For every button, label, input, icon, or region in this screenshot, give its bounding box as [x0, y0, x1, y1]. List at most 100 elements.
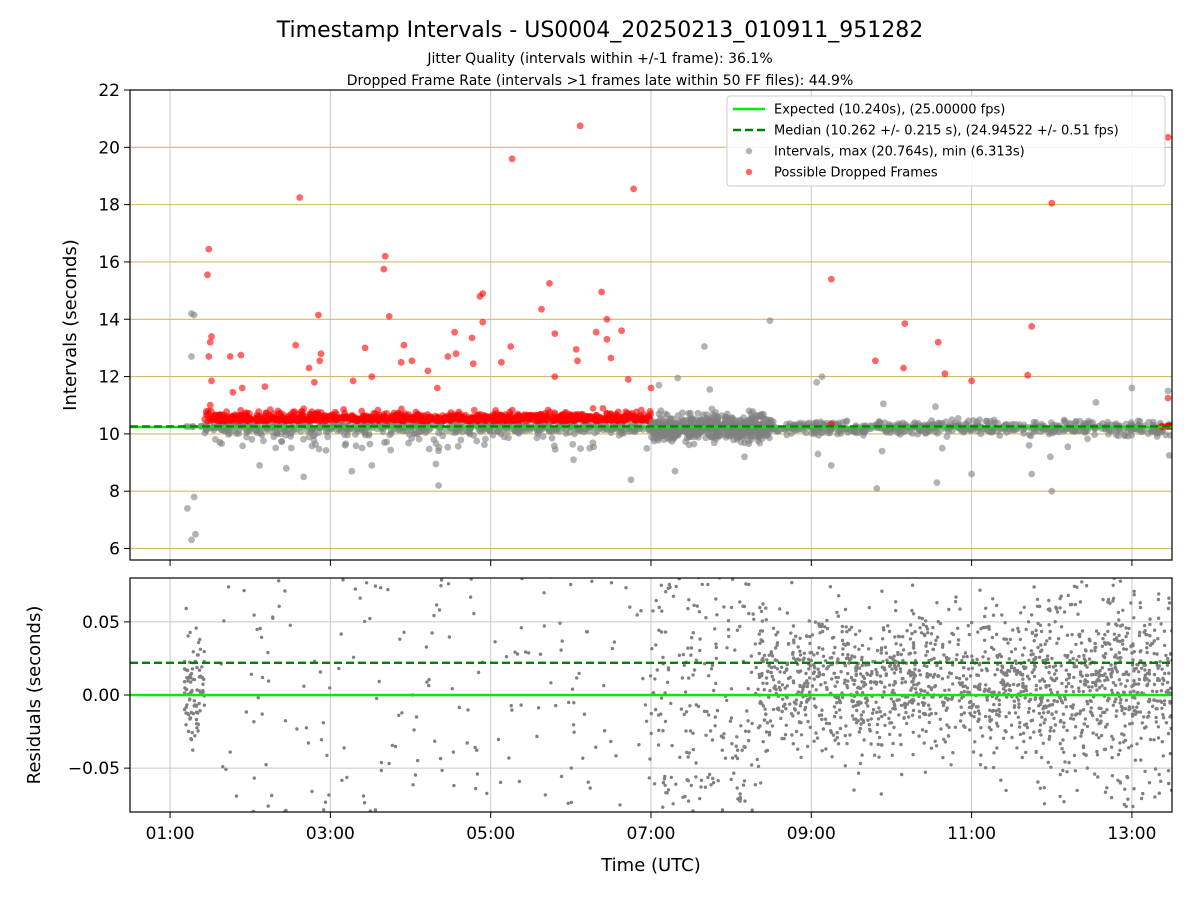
- residual-point: [722, 605, 726, 609]
- residual-point: [796, 747, 800, 751]
- dropped-frame-point: [385, 313, 393, 320]
- interval-point: [721, 419, 728, 426]
- residual-point: [665, 791, 669, 795]
- residual-point: [283, 589, 287, 593]
- residual-point: [1127, 626, 1131, 631]
- residual-point: [859, 717, 863, 721]
- residual-point: [1003, 620, 1007, 625]
- dropped-frame-point: [433, 414, 441, 421]
- residual-point: [807, 676, 812, 680]
- residual-point: [747, 582, 751, 587]
- interval-point: [977, 430, 985, 438]
- interval-point: [976, 416, 983, 424]
- residual-point: [983, 714, 988, 719]
- residual-point: [962, 689, 966, 694]
- residual-point: [765, 721, 770, 725]
- residual-point: [1042, 721, 1046, 725]
- residual-point: [1148, 737, 1153, 742]
- interval-point: [381, 439, 388, 446]
- residual-point: [678, 755, 682, 759]
- residual-point: [953, 725, 958, 729]
- residual-point: [1161, 716, 1166, 720]
- residual-point: [1034, 628, 1038, 633]
- residual-point: [913, 687, 918, 691]
- interval-point: [570, 456, 577, 464]
- residual-point: [433, 739, 437, 743]
- residual-point: [190, 730, 194, 735]
- residual-point: [744, 582, 748, 586]
- interval-point: [701, 343, 708, 350]
- interval-point: [1027, 432, 1035, 440]
- residual-point: [1022, 689, 1026, 694]
- residual-point: [735, 628, 740, 632]
- dropped-frame-point: [968, 377, 975, 385]
- residual-point: [907, 700, 912, 704]
- residual-point: [1140, 721, 1145, 725]
- residual-point: [824, 721, 829, 725]
- residual-point: [1156, 637, 1160, 641]
- residual-point: [1131, 804, 1135, 809]
- residual-point: [775, 667, 779, 671]
- residual-point: [1029, 649, 1034, 653]
- interval-point: [1084, 435, 1091, 443]
- legend-swatch-dropped: [745, 168, 753, 176]
- residual-point: [571, 723, 576, 727]
- interval-point: [739, 431, 747, 439]
- residual-point: [1103, 672, 1107, 676]
- residual-point: [1024, 627, 1028, 632]
- residual-point: [762, 653, 767, 658]
- interval-point: [366, 440, 374, 448]
- residual-point: [979, 726, 983, 730]
- residual-point: [1168, 686, 1172, 690]
- residual-point: [1107, 622, 1111, 626]
- residual-point: [1042, 802, 1047, 806]
- residual-point: [859, 722, 863, 726]
- interval-point: [666, 436, 674, 443]
- residual-point: [697, 610, 702, 614]
- residual-point: [833, 738, 837, 742]
- residual-point: [850, 654, 854, 658]
- residual-point: [1115, 670, 1120, 674]
- residual-point: [767, 733, 772, 737]
- dropped-frame-point: [541, 415, 548, 423]
- residual-point: [746, 687, 750, 691]
- residual-point: [1147, 679, 1151, 683]
- residual-point: [1135, 742, 1139, 746]
- residual-point: [768, 689, 772, 693]
- residual-point: [959, 712, 964, 717]
- residual-point: [1111, 599, 1115, 603]
- residual-point: [1124, 647, 1129, 651]
- interval-point: [569, 440, 577, 448]
- residual-point: [830, 677, 834, 681]
- residual-point: [799, 755, 803, 760]
- residual-point: [1139, 796, 1144, 801]
- residual-point: [1078, 600, 1083, 604]
- residual-point: [1103, 652, 1108, 656]
- dropped-frame-point: [451, 328, 458, 336]
- residual-point: [1122, 814, 1125, 817]
- residual-point: [1081, 745, 1086, 750]
- dropped-frame-point: [551, 373, 559, 380]
- residual-point: [892, 702, 897, 706]
- residual-point: [398, 637, 402, 641]
- interval-point: [439, 432, 447, 440]
- residual-point: [871, 708, 876, 712]
- residual-point: [1118, 579, 1123, 583]
- residual-point: [916, 702, 920, 706]
- residual-point: [566, 801, 570, 805]
- residual-point: [185, 676, 189, 680]
- residual-point: [751, 612, 755, 616]
- residual-point: [186, 634, 190, 638]
- residual-point: [1035, 597, 1040, 602]
- residual-point: [1071, 656, 1075, 661]
- residual-point: [979, 753, 983, 757]
- residual-point: [581, 756, 585, 760]
- dropped-frame-point: [361, 344, 369, 352]
- residual-point: [288, 623, 292, 627]
- residual-point: [1076, 612, 1080, 616]
- dropped-frame-point: [317, 350, 325, 358]
- dropped-frame-point: [574, 357, 581, 365]
- residual-point: [698, 796, 702, 801]
- residual-point: [860, 643, 865, 648]
- residual-point: [796, 669, 800, 673]
